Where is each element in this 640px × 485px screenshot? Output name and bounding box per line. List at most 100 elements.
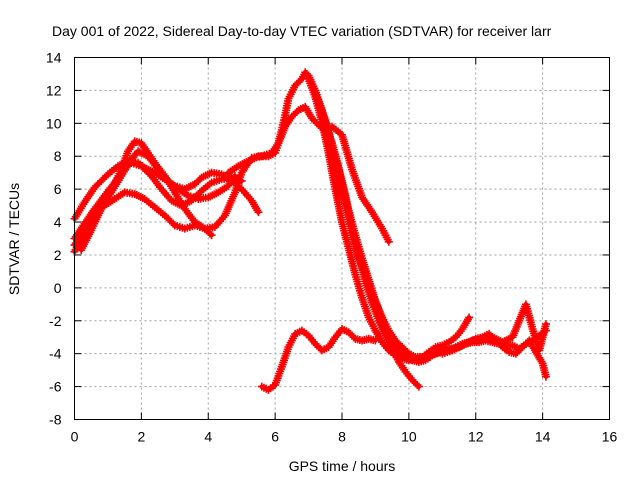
data-point-marker: [290, 332, 299, 341]
data-point-marker: [456, 342, 465, 351]
data-point-marker: [436, 342, 445, 351]
data-point-marker: [102, 171, 111, 180]
data-point-marker: [350, 268, 359, 277]
data-point-marker: [502, 346, 511, 355]
data-point-marker: [108, 196, 117, 205]
data-point-marker: [219, 213, 228, 222]
y-axis-label: SDTVAR / TECUs: [6, 183, 22, 295]
y-tick-label: 8: [54, 148, 62, 164]
data-point-marker: [268, 150, 277, 159]
chart-title: Day 001 of 2022, Sidereal Day-to-day VTE…: [52, 23, 552, 39]
data-point-marker: [215, 169, 224, 178]
y-tick-label: 12: [46, 82, 62, 98]
data-point-marker: [367, 296, 376, 305]
data-point-marker: [242, 158, 251, 167]
data-point-marker: [329, 335, 338, 344]
data-point-marker: [442, 339, 451, 348]
data-point-marker: [116, 167, 125, 176]
y-tick-label: -6: [49, 379, 62, 395]
data-point-marker: [123, 149, 132, 158]
data-point-marker: [222, 183, 231, 192]
data-point-marker: [409, 351, 418, 360]
data-point-marker: [298, 103, 307, 112]
data-point-marker: [509, 349, 518, 358]
data-point-marker: [111, 163, 120, 172]
ticks: 0 2 4 6 8 10 12 14 16 -8 -6 -4 -2 0 2 4 6 8 10 12 14: [46, 50, 618, 445]
series-track-7: [304, 74, 474, 365]
y-tick-label: -2: [49, 313, 62, 329]
data-point-marker: [327, 136, 336, 145]
data-point-marker: [463, 315, 472, 324]
data-point-marker: [148, 201, 157, 210]
data-point-marker: [158, 209, 167, 218]
data-point-marker: [445, 347, 454, 356]
y-tick-label: 6: [54, 181, 62, 197]
series-track-11: [438, 300, 550, 358]
data-point-marker: [466, 337, 475, 346]
data-point-marker: [344, 242, 353, 251]
data-point-marker: [253, 206, 262, 215]
data-point-marker: [537, 357, 546, 366]
data-point-marker: [138, 194, 147, 203]
data-point-marker: [322, 344, 331, 353]
data-point-marker: [205, 180, 214, 189]
data-point-marker: [514, 318, 523, 327]
data-point-marker: [201, 193, 210, 202]
data-point-marker: [390, 334, 399, 343]
data-point-marker: [261, 152, 270, 161]
data-point-marker: [236, 170, 245, 179]
data-point-marker: [268, 382, 277, 391]
data-point-marker: [429, 350, 438, 359]
x-tick-label: 12: [468, 429, 484, 445]
data-point-marker: [324, 146, 333, 155]
data-point-marker: [232, 163, 241, 172]
x-tick-label: 4: [204, 429, 212, 445]
grid: [74, 57, 610, 420]
data-point-marker: [369, 335, 378, 344]
data-point-marker: [212, 189, 221, 198]
data-point-marker: [134, 161, 143, 170]
x-tick-label: 2: [137, 429, 145, 445]
data-point-marker: [330, 182, 339, 191]
y-tick-label: 0: [54, 280, 62, 296]
data-point-marker: [347, 163, 356, 172]
data-point-marker: [516, 344, 525, 353]
series-group: [70, 68, 550, 394]
data-point-marker: [208, 223, 217, 232]
data-point-marker: [413, 380, 422, 389]
data-point-marker: [383, 235, 392, 244]
x-tick-label: 16: [602, 429, 618, 445]
data-point-marker: [360, 275, 369, 284]
data-point-marker: [182, 190, 191, 199]
data-point-marker: [302, 329, 311, 338]
data-point-marker: [229, 173, 238, 182]
data-point-marker: [198, 223, 207, 232]
data-point-marker: [340, 189, 349, 198]
x-tick-label: 10: [401, 429, 417, 445]
data-point-marker: [506, 341, 515, 350]
x-tick-label: 6: [271, 429, 279, 445]
x-tick-label: 0: [71, 429, 79, 445]
data-point-marker: [215, 176, 224, 185]
data-point-marker: [252, 153, 261, 162]
data-point-marker: [370, 324, 379, 333]
data-point-marker: [406, 373, 415, 382]
data-point-marker: [276, 365, 285, 374]
data-point-marker: [387, 342, 396, 351]
data-point-marker: [284, 96, 293, 105]
data-point-marker: [541, 370, 550, 379]
data-point-marker: [357, 191, 366, 200]
data-point-marker: [145, 170, 154, 179]
data-point-marker: [400, 365, 409, 374]
data-point-marker: [169, 186, 178, 195]
data-point-marker: [156, 183, 165, 192]
data-point-marker: [309, 337, 318, 346]
data-point-marker: [283, 345, 292, 354]
data-point-marker: [396, 341, 405, 350]
data-point-marker: [195, 188, 204, 197]
data-point-marker: [273, 141, 282, 150]
data-point-marker: [541, 322, 550, 331]
data-point-marker: [334, 161, 343, 170]
